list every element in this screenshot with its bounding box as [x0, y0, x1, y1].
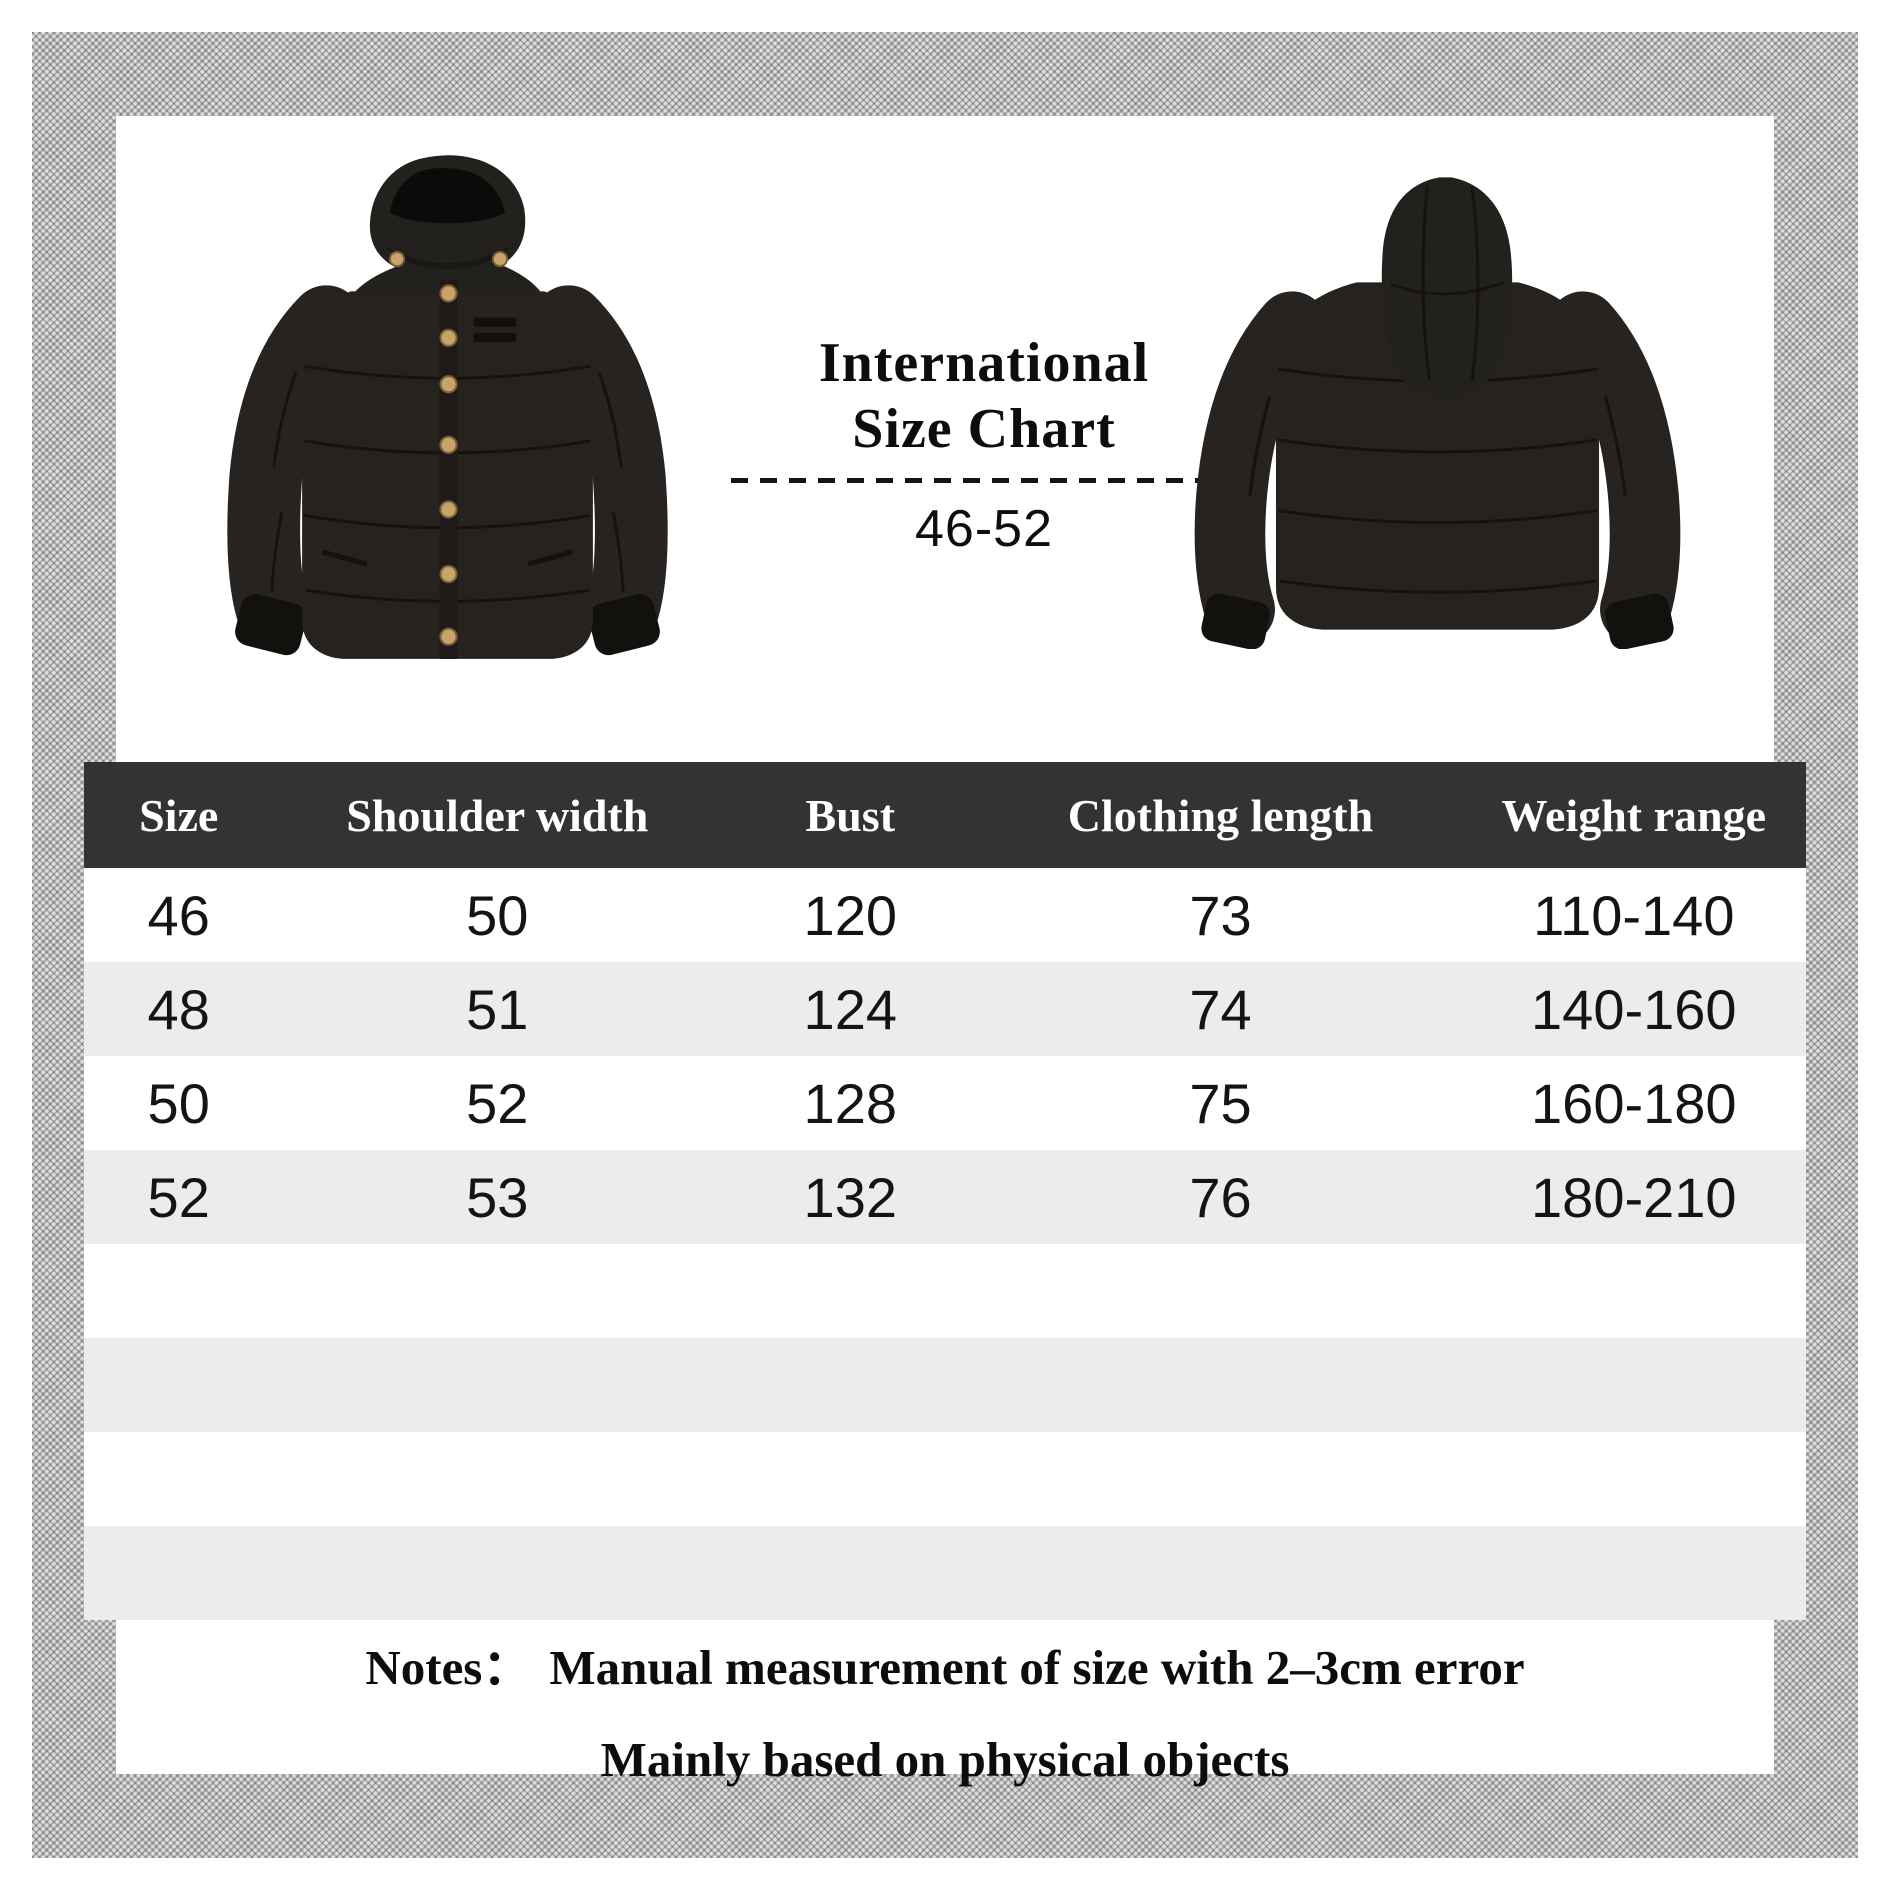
table-cell: 120: [803, 883, 897, 947]
notes-line-2: Mainly based on physical objects: [600, 1732, 1290, 1787]
empty-row: [84, 1432, 1806, 1526]
empty-row: [84, 1338, 1806, 1432]
table-cell: 50: [466, 883, 529, 947]
table-cell: [84, 1526, 273, 1620]
table-cell: 50: [147, 1071, 210, 1135]
table-cell: 110-140: [1533, 883, 1735, 947]
size-table: Size Shoulder width Bust Clothing length Wei…: [84, 762, 1806, 1620]
notes-block: Notes： Manual measurement of size with 2–…: [84, 1622, 1806, 1806]
table-cell: [721, 1338, 979, 1432]
table-cell: [84, 1338, 273, 1432]
title-block: International Size Chart 46-52: [680, 330, 1288, 559]
table-cell: 75: [1189, 1071, 1252, 1135]
puffer-jacket-front-illustration: [227, 155, 668, 659]
table-cell: 51: [466, 977, 529, 1041]
title-line-2: Size Chart: [852, 398, 1116, 460]
table-cell: [84, 1244, 273, 1338]
jacket-back-image: [1175, 162, 1700, 649]
table-cell: 180-210: [1531, 1165, 1737, 1229]
table-cell: [273, 1338, 721, 1432]
table-cell: [273, 1432, 721, 1526]
table-cell: [1462, 1526, 1806, 1620]
table-cell: [273, 1526, 721, 1620]
jacket-front-image: [225, 148, 670, 668]
table-cell: [721, 1244, 979, 1338]
table-cell: [1462, 1432, 1806, 1526]
table-cell: 128: [803, 1071, 897, 1135]
size-row-50: 50 52 128 75 160-180: [84, 1056, 1806, 1150]
table-cell: [979, 1338, 1461, 1432]
title-line-1: International: [818, 332, 1150, 394]
table-cell: [1462, 1244, 1806, 1338]
column-header-size: Size: [84, 762, 274, 868]
page-title: International Size Chart: [680, 330, 1288, 462]
table-cell: [721, 1432, 979, 1526]
table-cell: 140-160: [1531, 977, 1737, 1041]
size-row-48: 48 51 124 74 140-160: [84, 962, 1806, 1056]
puffer-jacket-back-illustration: [1194, 177, 1681, 649]
table-cell: [979, 1432, 1461, 1526]
table-cell: 76: [1189, 1165, 1252, 1229]
notes-label: Notes：: [365, 1640, 532, 1695]
table-cell: 52: [147, 1165, 210, 1229]
size-row-52: 52 53 132 76 180-210: [84, 1150, 1806, 1244]
table-cell: 160-180: [1531, 1071, 1737, 1135]
table-cell: [721, 1526, 979, 1620]
table-cell: 73: [1189, 883, 1252, 947]
table-cell: 124: [803, 977, 897, 1041]
column-header-clothing-length: Clothing length: [979, 762, 1462, 868]
table-cell: 52: [466, 1071, 529, 1135]
table-cell: 132: [803, 1165, 897, 1229]
gold-snap-buttons: [388, 250, 509, 646]
size-range-text: 46-52: [915, 500, 1053, 558]
chest-logo: [473, 317, 517, 342]
column-header-shoulder-width: Shoulder width: [273, 762, 722, 868]
notes-line-1: Notes： Manual measurement of size with 2–…: [84, 1622, 1806, 1714]
table-header-row: Size Shoulder width Bust Clothing length Wei…: [84, 762, 1806, 868]
table-cell: 48: [147, 977, 210, 1041]
table-cell: [84, 1432, 273, 1526]
table-cell: 74: [1189, 977, 1252, 1041]
table-cell: [1462, 1338, 1806, 1432]
table-cell: [979, 1526, 1461, 1620]
empty-row: [84, 1244, 1806, 1338]
size-row-46: 46 50 120 73 110-140: [84, 868, 1806, 962]
notes-text-1: Manual measurement of size with 2–3cm er…: [549, 1640, 1525, 1695]
table-cell: [273, 1244, 721, 1338]
column-header-bust: Bust: [721, 762, 980, 868]
table-cell: [979, 1244, 1461, 1338]
table-cell: 53: [466, 1165, 529, 1229]
column-header-weight-range: Weight range: [1461, 762, 1806, 868]
table-cell: 46: [147, 883, 210, 947]
empty-row: [84, 1526, 1806, 1620]
size-table-header: Size Shoulder width Bust Clothing length Wei…: [84, 762, 1806, 868]
dashed-divider: [731, 478, 1237, 483]
